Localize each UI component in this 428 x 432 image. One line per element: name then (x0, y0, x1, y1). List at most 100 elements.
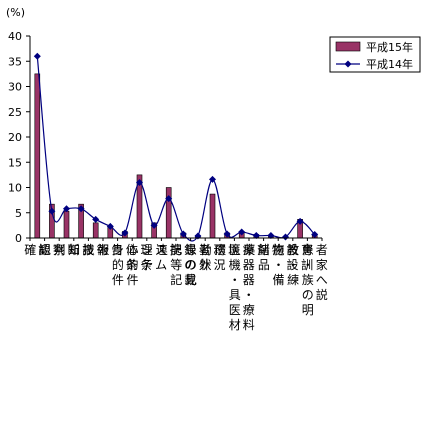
svg-text:携: 携 (170, 242, 182, 257)
legend-label-line: 平成14年 (366, 57, 413, 71)
svg-text:件: 件 (126, 273, 138, 287)
svg-text:の: の (184, 258, 196, 272)
svg-text:諸: 諸 (258, 242, 270, 257)
line-marker (63, 205, 70, 213)
svg-text:テ: テ (141, 258, 153, 272)
bar (209, 193, 216, 239)
svg-text:務: 務 (213, 243, 225, 257)
svg-text:等: 等 (170, 258, 182, 272)
svg-text:機: 機 (229, 257, 241, 272)
bar (63, 210, 70, 239)
y-tick-label: 0 (15, 232, 22, 245)
svg-text:察: 察 (53, 243, 65, 257)
svg-text:条: 条 (126, 258, 138, 272)
svg-text:育: 育 (301, 242, 313, 257)
svg-text:体: 体 (126, 243, 138, 257)
x-tick-label: 諸物品諸 物品 (258, 242, 284, 272)
x-tick-label: 判断判断 (53, 242, 79, 257)
y-tick-label: 20 (8, 131, 22, 144)
bar (92, 222, 99, 239)
svg-text:・: ・ (272, 258, 284, 272)
svg-text:シ: シ (141, 243, 153, 257)
x-tick-label: 環境環境 (214, 242, 240, 257)
line-marker (238, 228, 246, 236)
line-marker (121, 229, 129, 237)
svg-text:料: 料 (243, 318, 255, 332)
svg-text:医: 医 (229, 243, 241, 257)
svg-text:的: 的 (126, 257, 138, 272)
svg-text:設: 設 (286, 257, 298, 272)
x-tick-label: 施設・設備施 設・ 設備 (272, 242, 298, 287)
svg-text:訓: 訓 (301, 257, 313, 272)
svg-text:記: 記 (170, 242, 182, 257)
svg-text:観: 観 (39, 243, 51, 257)
y-axis-label: (%) (6, 6, 25, 19)
svg-text:理: 理 (140, 243, 152, 257)
svg-text:連: 連 (156, 243, 168, 257)
line-marker (136, 178, 143, 186)
svg-text:器: 器 (243, 273, 255, 287)
x-tick-label: 確認確認 (24, 242, 50, 257)
svg-text:状: 状 (199, 258, 211, 272)
svg-text:判: 判 (53, 243, 65, 257)
x-tick-label: 報告報告 (97, 243, 123, 257)
svg-text:器: 器 (243, 258, 255, 272)
x-tick-label: 薬剤薬剤 (243, 242, 269, 257)
line-marker (150, 221, 158, 229)
x-tick-label: 知識知識 (68, 243, 94, 257)
svg-text:療: 療 (243, 303, 255, 317)
svg-text:設: 設 (286, 242, 298, 257)
x-tick-label: 技術技術 (83, 243, 109, 257)
svg-text:境: 境 (228, 242, 240, 257)
line-marker (296, 217, 304, 225)
line-marker (252, 231, 260, 239)
x-tick-label: 患者の外見患 者の 外見 (185, 243, 211, 287)
svg-text:患: 患 (185, 243, 197, 257)
svg-text:・: ・ (229, 273, 241, 287)
svg-text:身: 身 (112, 242, 124, 257)
svg-text:患: 患 (302, 243, 314, 257)
svg-text:の: の (185, 258, 197, 272)
svg-text:断: 断 (67, 242, 79, 257)
y-tick-label: 25 (8, 106, 22, 119)
svg-text:報: 報 (97, 243, 109, 257)
x-tick-label: 患者・家族への説明患 者・ 家族 への 説明 (302, 243, 328, 317)
svg-text:明: 明 (302, 303, 314, 317)
svg-text:勤: 勤 (199, 243, 211, 257)
svg-text:教: 教 (287, 242, 299, 257)
svg-text:者: 者 (199, 243, 211, 257)
svg-text:識: 識 (82, 243, 94, 257)
svg-text:録: 録 (184, 242, 196, 257)
legend-label-bar: 平成15年 (366, 40, 413, 54)
svg-text:的: 的 (112, 257, 124, 272)
x-tick-label: 心理的条件心 理的 条件 (126, 243, 152, 287)
svg-text:の: の (302, 288, 314, 302)
svg-text:確: 確 (24, 242, 36, 257)
svg-text:材: 材 (229, 318, 241, 332)
svg-text:具: 具 (229, 288, 241, 302)
line-marker (179, 230, 187, 238)
svg-text:認: 認 (38, 242, 50, 257)
line-marker (209, 175, 216, 183)
svg-text:環: 環 (214, 243, 226, 257)
svg-text:見: 見 (185, 273, 197, 287)
line-marker (106, 222, 114, 230)
svg-text:練: 練 (287, 273, 299, 287)
y-tick-label: 35 (8, 55, 22, 68)
x-tick-label: 連携連携 (156, 242, 182, 257)
x-tick-label: 勤務状況勤 務状況 (199, 243, 225, 272)
svg-text:・: ・ (243, 288, 255, 302)
y-tick-label: 10 (8, 182, 22, 195)
bar (165, 187, 172, 239)
svg-text:心: 心 (126, 243, 138, 257)
line-marker (267, 231, 275, 239)
bar (34, 73, 41, 239)
y-tick-label: 30 (8, 81, 22, 94)
axes (29, 36, 323, 241)
y-tick-label: 5 (15, 207, 22, 220)
svg-text:術: 術 (97, 243, 109, 257)
x-tick-label: 教育・訓練教 育・ 訓練 (287, 242, 313, 287)
svg-text:・: ・ (287, 258, 299, 272)
line-marker (223, 230, 231, 238)
